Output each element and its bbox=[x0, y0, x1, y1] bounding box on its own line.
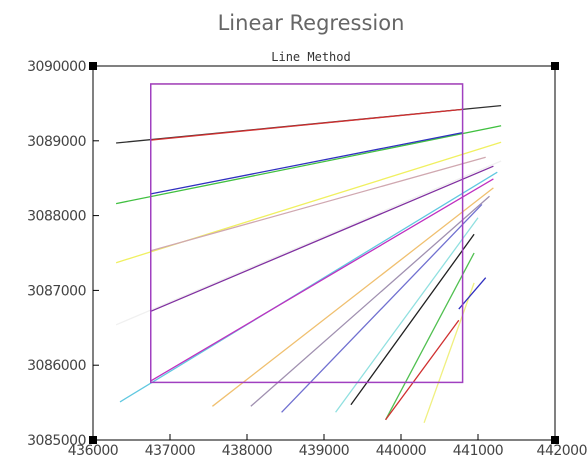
x-tick-label: 437000 bbox=[145, 443, 195, 459]
plot-frame bbox=[92, 65, 556, 441]
regression-line-14 bbox=[281, 203, 483, 413]
axis-ticks: 436000 437000 438000 439000 440000 441000 4420… bbox=[27, 59, 587, 459]
data-marks bbox=[115, 83, 502, 424]
corner-marker-top-right bbox=[551, 62, 559, 70]
regression-line-3 bbox=[150, 108, 463, 141]
regression-line-10 bbox=[119, 171, 498, 403]
regression-line-11 bbox=[150, 178, 494, 382]
regression-line-13 bbox=[250, 195, 490, 407]
regression-line-17 bbox=[385, 252, 475, 421]
regression-line-5 bbox=[150, 131, 463, 195]
x-tick-label: 440000 bbox=[376, 443, 426, 459]
y-tick-label: 3089000 bbox=[27, 134, 86, 150]
y-tick-label: 3088000 bbox=[27, 209, 86, 225]
boundary-rectangle-1 bbox=[150, 83, 464, 384]
y-tick-label: 3090000 bbox=[27, 59, 86, 75]
chart-title: Linear Regression bbox=[218, 11, 405, 35]
regression-line-7 bbox=[150, 156, 486, 252]
y-tick-label: 3086000 bbox=[27, 358, 86, 374]
regression-line-15 bbox=[335, 217, 479, 413]
x-tick-label: 436000 bbox=[68, 443, 118, 459]
x-tick-label: 438000 bbox=[222, 443, 272, 459]
x-tick-label: 441000 bbox=[453, 443, 503, 459]
y-tick-label: 3085000 bbox=[27, 433, 86, 449]
regression-line-19 bbox=[423, 282, 475, 424]
x-tick-label: 442000 bbox=[537, 443, 587, 459]
regression-line-8 bbox=[115, 160, 502, 326]
regression-line-16 bbox=[350, 233, 475, 406]
regression-line-12 bbox=[212, 187, 494, 407]
x-tick-label: 439000 bbox=[299, 443, 349, 459]
regression-line-9 bbox=[150, 165, 494, 312]
chart-subtitle: Line Method bbox=[271, 50, 350, 64]
regression-line-4 bbox=[115, 125, 502, 205]
regression-line-18 bbox=[385, 319, 460, 421]
y-tick-label: 3087000 bbox=[27, 283, 86, 299]
